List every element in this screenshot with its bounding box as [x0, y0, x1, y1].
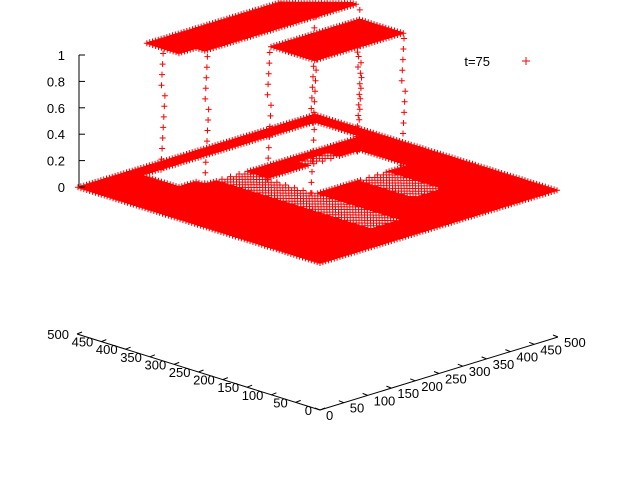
- x-tick-label: 500: [47, 327, 69, 342]
- y-tick-mark: [314, 407, 321, 411]
- data-points: [75, 0, 560, 266]
- x-tick-label: 50: [273, 395, 287, 410]
- y-tick-mark: [481, 356, 487, 360]
- y-tick-mark: [552, 334, 559, 338]
- x-tick-mark: [295, 399, 301, 403]
- legend-label: t=75: [464, 54, 490, 69]
- y-tick-label: 300: [469, 364, 491, 379]
- y-tick-label: 500: [564, 335, 586, 350]
- y-tick-mark: [386, 385, 392, 389]
- legend-marker: [522, 57, 530, 65]
- x-tick-mark: [174, 361, 180, 365]
- z-axis-ticks: 0 0.2 0.4 0.6 0.8 1: [47, 48, 85, 195]
- z-tick-label: 0.6: [47, 101, 65, 116]
- y-tick-label: 100: [374, 393, 396, 408]
- x-tick-mark: [222, 377, 228, 381]
- x-tick-mark: [76, 331, 83, 335]
- x-tick-mark: [319, 407, 326, 411]
- x-tick-label: 300: [144, 357, 166, 372]
- y-tick-label: 250: [445, 372, 467, 387]
- legend: t=75: [464, 54, 530, 69]
- y-tick-label: 450: [540, 342, 562, 357]
- legend-plus-icon: [522, 57, 530, 65]
- x-tick-label: 400: [96, 342, 118, 357]
- x-tick-mark: [271, 392, 277, 396]
- y-tick-mark: [338, 400, 344, 404]
- y-axis-ticks: 0 50 100 150 200 250 300 350 400 450 500: [314, 334, 586, 423]
- z-tick-label: 0.2: [47, 154, 65, 169]
- y-tick-label: 200: [421, 379, 443, 394]
- z-tick-label: 0: [58, 180, 65, 195]
- data-point-field: [75, 0, 560, 266]
- x-tick-mark: [125, 346, 131, 350]
- y-tick-mark: [505, 349, 511, 353]
- y-tick-mark: [410, 378, 416, 382]
- x-tick-label: 450: [72, 335, 94, 350]
- x-tick-mark: [198, 369, 204, 373]
- y-tick-label: 150: [397, 386, 419, 401]
- x-tick-label: 250: [169, 365, 191, 380]
- z-tick-label: 0.4: [47, 127, 65, 142]
- y-tick-label: 0: [326, 408, 333, 423]
- x-tick-mark: [149, 354, 156, 358]
- x-tick-label: 200: [193, 373, 215, 388]
- x-tick-label: 150: [217, 380, 239, 395]
- y-tick-mark: [457, 363, 463, 367]
- y-tick-label: 50: [350, 401, 364, 416]
- z-tick-label: 1: [58, 48, 65, 63]
- x-tick-label: 100: [242, 388, 264, 403]
- y-tick-mark: [362, 392, 368, 396]
- y-tick-mark: [433, 371, 440, 374]
- y-tick-label: 350: [493, 357, 515, 372]
- y-tick-label: 400: [516, 350, 538, 365]
- x-tick-label: 350: [120, 350, 142, 365]
- x-tick-mark: [246, 384, 253, 388]
- x-tick-mark: [101, 339, 107, 343]
- y-tick-mark: [529, 341, 535, 345]
- x-tick-label: 0: [305, 403, 312, 418]
- z-tick-label: 0.8: [47, 74, 65, 89]
